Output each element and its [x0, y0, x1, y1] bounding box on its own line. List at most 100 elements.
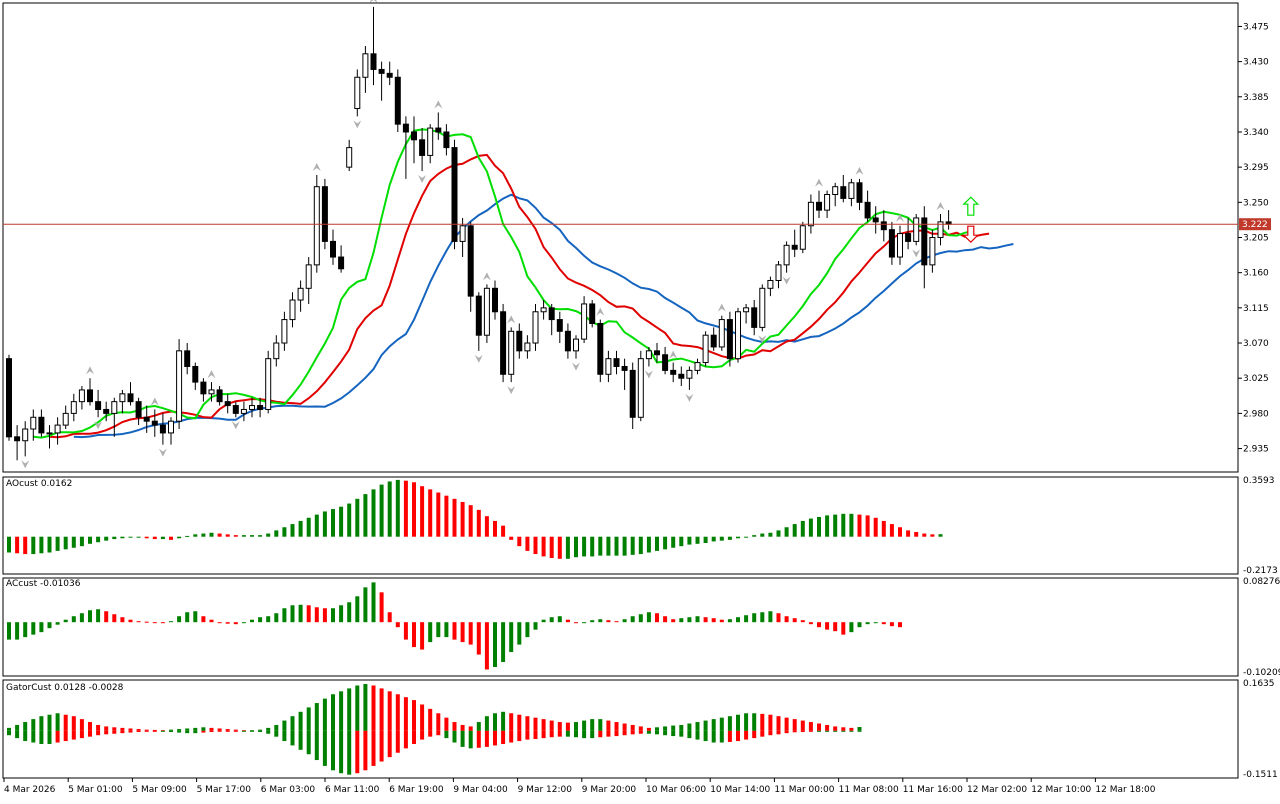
time-axis: 4 Mar 2026 5 Mar 01:00 5 Mar 09:00 5 Mar 17…: [3, 778, 1156, 795]
ao-bar: [412, 482, 416, 537]
ac-min-label: -0.10209: [1243, 668, 1280, 678]
fractal-down-marker: [758, 335, 767, 344]
bull-candle-body: [70, 401, 77, 414]
gator-lower-bar: [379, 730, 384, 762]
ac-bar: [88, 610, 92, 623]
ao-bar: [565, 536, 570, 559]
gator-lower-bar: [47, 730, 52, 744]
candle: [451, 139, 458, 250]
ac-bar: [403, 622, 408, 640]
gator-lower-bar: [209, 730, 214, 732]
ac-indicator-panel[interactable]: 0.08276 -0.10209: [2, 577, 1280, 678]
gator-lower-bar: [177, 730, 182, 733]
gator-upper-bar: [233, 729, 238, 731]
ao-bar: [112, 536, 117, 540]
bear-candle-body: [840, 186, 847, 199]
ao-bar: [120, 536, 125, 539]
gator-upper-bar: [104, 726, 109, 731]
candle: [524, 335, 531, 359]
bear-candle-body: [467, 225, 474, 297]
ao-bar: [298, 520, 303, 537]
bear-candle-body: [654, 350, 660, 356]
gator-lower-bar: [355, 730, 360, 774]
ac-bar: [7, 622, 11, 640]
ao-indicator-panel[interactable]: 0.3593 -0.2173: [2, 476, 1278, 576]
gator-upper-bar: [160, 730, 165, 732]
ac-bar: [363, 587, 368, 623]
ac-bar: [493, 622, 497, 667]
ac-bar: [695, 616, 700, 623]
ao-bar: [460, 501, 465, 537]
gator-upper-bar: [646, 727, 651, 731]
bear-candle-body: [629, 369, 636, 418]
ac-bar: [484, 622, 489, 670]
gator-lower-bar: [428, 730, 433, 737]
fractal-up-marker: [482, 272, 491, 281]
candle: [411, 116, 417, 164]
gator-lower-bar: [136, 730, 141, 732]
ac-bar: [436, 622, 441, 638]
ao-bar: [290, 524, 295, 537]
ao-bar: [241, 535, 246, 537]
ac-bar: [849, 622, 854, 633]
ac-bar: [39, 622, 44, 633]
ao-bar: [655, 536, 659, 551]
candle: [265, 350, 272, 414]
ac-bar: [808, 622, 813, 625]
gator-lower-bar: [412, 730, 416, 744]
price-tick-label: 3.340: [1243, 128, 1269, 138]
bull-candle-body: [208, 389, 215, 395]
candle: [929, 229, 936, 273]
ao-bar: [873, 517, 878, 537]
time-tick-label: 11 Mar 16:00: [903, 785, 963, 795]
gator-lower-bar: [565, 730, 570, 737]
ac-bar: [768, 611, 773, 623]
ao-max-label: 0.3593: [1243, 476, 1275, 486]
ac-bar: [250, 619, 254, 623]
gator-upper-bar: [752, 713, 757, 731]
ao-bar: [849, 513, 854, 537]
ao-bar: [185, 535, 190, 537]
gator-lower-bar: [638, 730, 643, 734]
ao-bar: [371, 489, 376, 537]
gator-upper-bar: [663, 726, 668, 731]
gator-upper-bar: [849, 727, 854, 731]
ao-bar: [808, 518, 813, 537]
price-panel[interactable]: 3.475 3.430 3.385 3.340 3.295 3.250 3.205 3.160…: [2, 0, 1271, 473]
ac-bar: [217, 622, 222, 624]
fractal-up-marker: [596, 307, 605, 316]
bear-candle-body: [38, 416, 45, 434]
ac-bar: [104, 611, 109, 623]
candle: [913, 214, 920, 246]
ac-bar: [322, 608, 327, 623]
alligator-teeth-line: [49, 153, 990, 439]
gator-lower-bar: [331, 730, 335, 771]
price-tick-label: 3.160: [1243, 269, 1269, 279]
candle: [330, 229, 336, 265]
gator-upper-bar: [201, 727, 206, 731]
candle: [346, 139, 353, 172]
fractal-up-marker: [896, 213, 904, 222]
ac-bar: [752, 613, 757, 623]
bull-candle-body: [46, 432, 53, 435]
gator-lower-bar: [96, 730, 101, 736]
gator-lower-bar: [15, 730, 20, 739]
ao-bar: [784, 527, 789, 537]
gator-lower-bar: [347, 730, 352, 775]
ao-bar: [160, 536, 165, 540]
bear-candle-body: [14, 436, 21, 442]
gator-upper-bar: [339, 691, 344, 731]
bear-candle-body: [791, 244, 798, 250]
bear-candle-body: [257, 405, 264, 410]
ac-bar: [420, 622, 425, 650]
bull-candle-body: [346, 147, 353, 168]
gator-lower-bar: [792, 730, 797, 733]
gator-upper-bar: [493, 713, 497, 731]
candle: [257, 397, 264, 418]
fractal-down-marker: [231, 421, 240, 430]
gator-indicator-panel[interactable]: 0.1635 -0.1511: [2, 679, 1278, 780]
gator-lower-bar: [258, 730, 263, 732]
time-tick-label: 11 Mar 00:00: [774, 785, 834, 795]
